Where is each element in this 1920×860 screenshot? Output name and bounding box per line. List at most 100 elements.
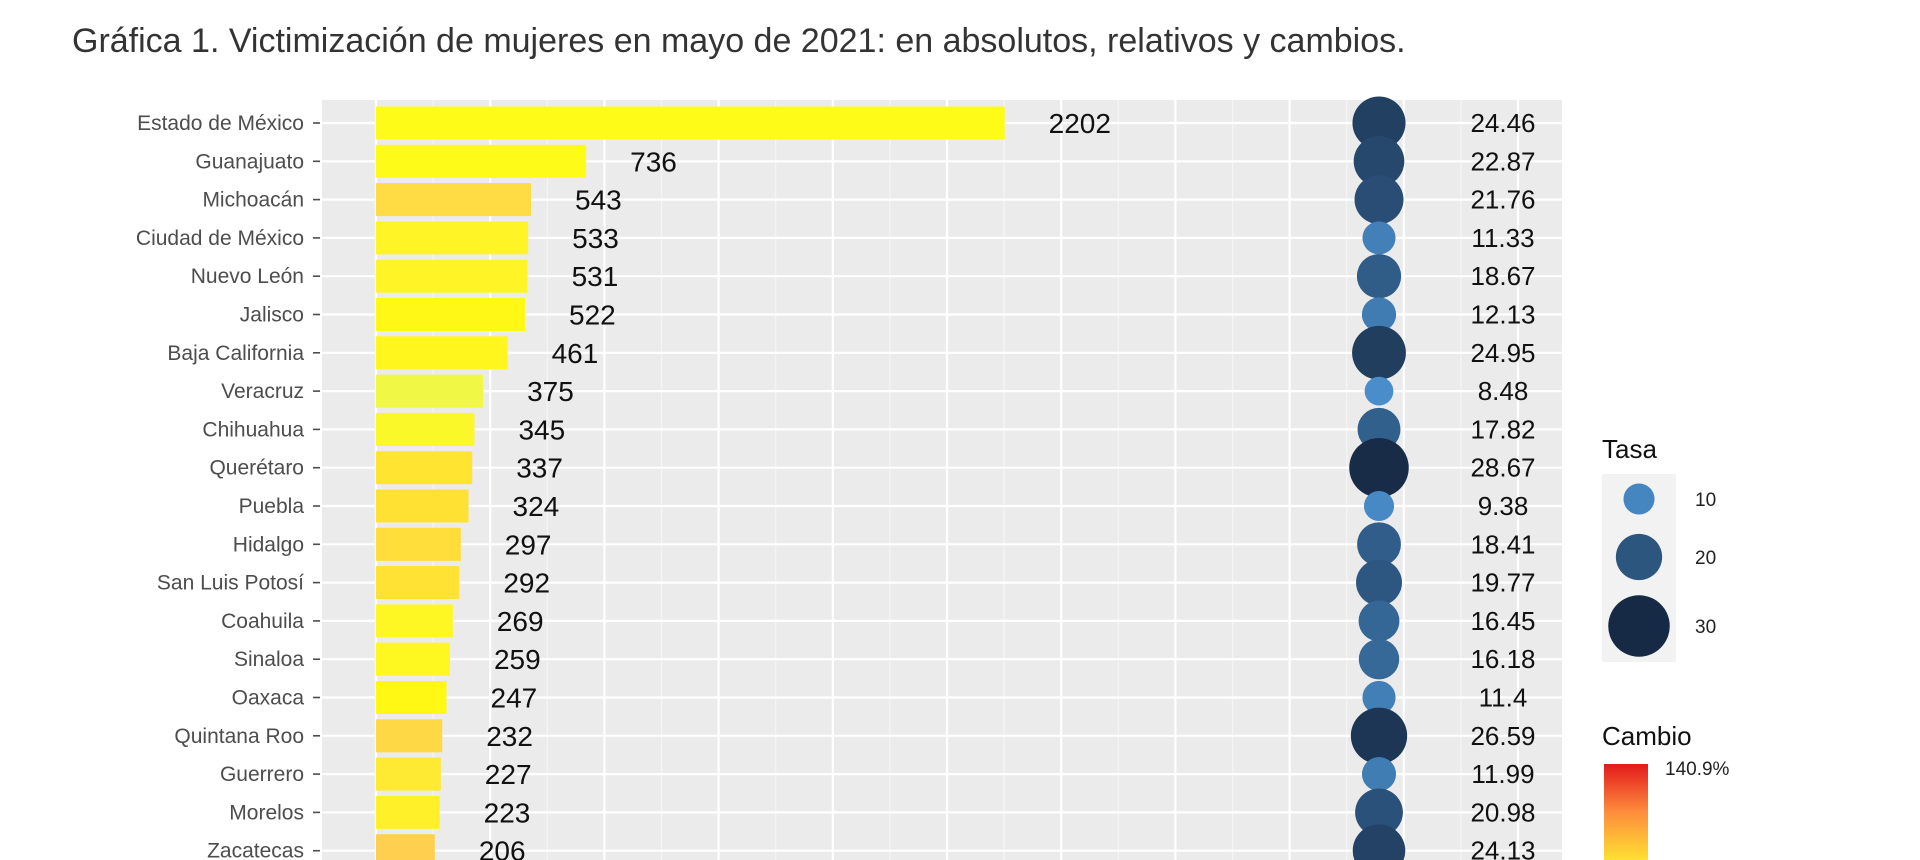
bar	[376, 489, 469, 523]
bar	[376, 451, 473, 485]
category-label: Michoacán	[202, 189, 304, 212]
tasa-point	[1349, 437, 1409, 498]
bar	[376, 527, 461, 561]
tasa-value-label: 21.76	[1470, 185, 1535, 215]
tasa-value-label: 18.67	[1470, 261, 1535, 291]
category-label: Estado de México	[137, 112, 304, 135]
category-label: San Luis Potosí	[157, 572, 304, 595]
bar-value-label: 522	[569, 300, 616, 331]
tasa-point	[1355, 788, 1403, 837]
bar-value-label: 247	[491, 683, 538, 714]
legend-tasa-key	[1615, 533, 1663, 581]
bar	[376, 566, 460, 600]
tasa-value-label: 11.33	[1471, 223, 1534, 253]
bar	[376, 298, 526, 331]
tasa-point	[1362, 680, 1396, 715]
bar	[376, 834, 435, 860]
bar	[376, 412, 475, 446]
tasa-point	[1358, 600, 1400, 642]
tasa-point	[1361, 757, 1397, 792]
category-label: Ciudad de México	[136, 227, 304, 250]
tasa-point	[1361, 297, 1397, 332]
legend-tasa-label: 20	[1695, 548, 1716, 569]
tasa-point	[1362, 221, 1396, 255]
legend-cambio-max-label: 140.9%	[1665, 759, 1730, 780]
tasa-point	[1353, 135, 1405, 187]
category-label: Querétaro	[209, 457, 304, 480]
tasa-point	[1352, 96, 1406, 150]
tasa-point	[1363, 490, 1395, 522]
bar-value-label: 297	[505, 529, 552, 560]
tasa-point	[1352, 325, 1406, 380]
tasa-point	[1356, 254, 1402, 299]
bar	[376, 757, 441, 791]
category-label: Guanajuato	[195, 150, 304, 173]
legend-tasa-label: 30	[1695, 617, 1716, 638]
tasa-point	[1364, 376, 1394, 406]
bar	[376, 336, 508, 370]
tasa-value-label: 24.46	[1470, 108, 1535, 138]
tasa-value-label: 26.59	[1470, 721, 1535, 751]
bar-value-label: 531	[572, 261, 619, 292]
bar	[376, 681, 447, 714]
category-label: Puebla	[239, 495, 305, 518]
legend-tasa-label: 10	[1695, 490, 1716, 511]
category-label: Sinaloa	[234, 648, 304, 671]
tasa-value-label: 22.87	[1470, 146, 1535, 176]
bar-value-label: 227	[485, 759, 532, 790]
tasa-value-label: 24.95	[1470, 338, 1535, 368]
bar	[376, 604, 453, 638]
bar-value-label: 736	[630, 146, 677, 177]
bar-value-label: 337	[516, 453, 563, 484]
category-label: Morelos	[229, 801, 304, 824]
legend-cambio: Cambio 140.9%	[1602, 721, 1730, 860]
tasa-value-label: 17.82	[1470, 414, 1535, 444]
category-label: Jalisco	[240, 304, 304, 327]
bar-value-label: 2202	[1049, 108, 1111, 139]
tasa-value-label: 11.4	[1479, 683, 1528, 713]
tasa-value-label: 11.99	[1471, 759, 1534, 789]
tasa-point	[1358, 638, 1400, 680]
category-label: Veracruz	[221, 380, 304, 403]
bar	[376, 221, 529, 255]
category-label: Coahuila	[221, 610, 304, 633]
bar-value-label: 292	[503, 568, 550, 599]
bar	[376, 144, 587, 178]
bar	[376, 183, 532, 217]
legend-tasa-title: Tasa	[1602, 434, 1657, 464]
bar	[376, 106, 1005, 140]
bar-value-label: 461	[552, 338, 599, 369]
tasa-point	[1354, 175, 1404, 225]
bar	[376, 795, 440, 829]
tasa-value-label: 9.38	[1478, 491, 1529, 521]
category-label: Guerrero	[220, 763, 304, 786]
category-label: Zacatecas	[207, 840, 304, 860]
category-label: Chihuahua	[202, 418, 304, 441]
legend-tasa-key	[1623, 483, 1655, 515]
tasa-value-label: 8.48	[1478, 376, 1529, 406]
bar-value-label: 345	[518, 414, 565, 445]
category-label: Hidalgo	[233, 533, 304, 556]
category-label: Nuevo León	[191, 265, 304, 288]
bar-value-label: 232	[486, 721, 533, 752]
category-label: Oaxaca	[232, 687, 305, 710]
tasa-value-label: 24.13	[1470, 836, 1535, 860]
bar	[376, 719, 443, 753]
bar-value-label: 259	[494, 644, 541, 675]
tasa-point	[1350, 707, 1408, 764]
legend-tasa: Tasa 10 20 30	[1602, 434, 1716, 662]
bar-value-label: 269	[497, 606, 544, 637]
bar	[376, 259, 528, 293]
bar	[376, 642, 450, 676]
tasa-value-label: 19.77	[1470, 568, 1535, 598]
tasa-value-label: 16.45	[1470, 606, 1535, 636]
legend-cambio-colorbar	[1604, 764, 1648, 860]
bar-value-label: 324	[513, 491, 560, 522]
bar-value-label: 375	[527, 376, 574, 407]
bar-value-label: 543	[575, 185, 622, 216]
category-label: Quintana Roo	[174, 725, 304, 748]
tasa-value-label: 20.98	[1470, 797, 1535, 827]
tasa-point	[1352, 824, 1406, 860]
tasa-value-label: 16.18	[1470, 644, 1535, 674]
